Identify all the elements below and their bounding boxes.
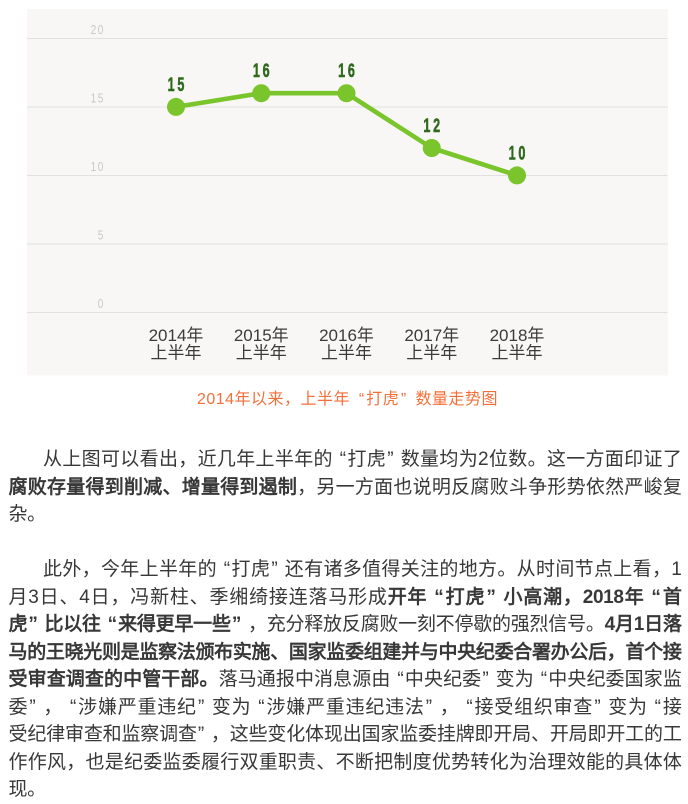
svg-text:上半年: 上半年 xyxy=(492,344,543,363)
svg-text:上半年: 上半年 xyxy=(321,344,372,363)
svg-text:1: 1 xyxy=(509,143,516,164)
svg-text:1: 1 xyxy=(338,61,345,82)
svg-text:上半年: 上半年 xyxy=(236,344,287,363)
svg-text:2: 2 xyxy=(433,116,440,137)
svg-text:1: 1 xyxy=(91,90,97,105)
svg-text:5: 5 xyxy=(177,75,184,96)
svg-text:2: 2 xyxy=(91,22,97,37)
svg-text:5: 5 xyxy=(98,90,104,105)
svg-text:1: 1 xyxy=(423,116,430,137)
svg-text:上半年: 上半年 xyxy=(151,344,202,363)
svg-text:2017年: 2017年 xyxy=(404,326,459,345)
svg-text:1: 1 xyxy=(91,159,97,174)
svg-text:1: 1 xyxy=(168,75,175,96)
svg-text:0: 0 xyxy=(518,143,525,164)
svg-text:1: 1 xyxy=(253,61,260,82)
svg-text:6: 6 xyxy=(348,61,355,82)
svg-text:2016年: 2016年 xyxy=(319,326,374,345)
svg-text:5: 5 xyxy=(98,227,104,242)
svg-text:6: 6 xyxy=(263,61,270,82)
svg-text:0: 0 xyxy=(98,22,104,37)
svg-text:2018年: 2018年 xyxy=(490,326,545,345)
svg-text:0: 0 xyxy=(98,159,104,174)
svg-text:0: 0 xyxy=(98,296,104,311)
svg-text:2014年: 2014年 xyxy=(149,326,204,345)
svg-text:上半年: 上半年 xyxy=(406,344,457,363)
svg-text:2015年: 2015年 xyxy=(234,326,289,345)
